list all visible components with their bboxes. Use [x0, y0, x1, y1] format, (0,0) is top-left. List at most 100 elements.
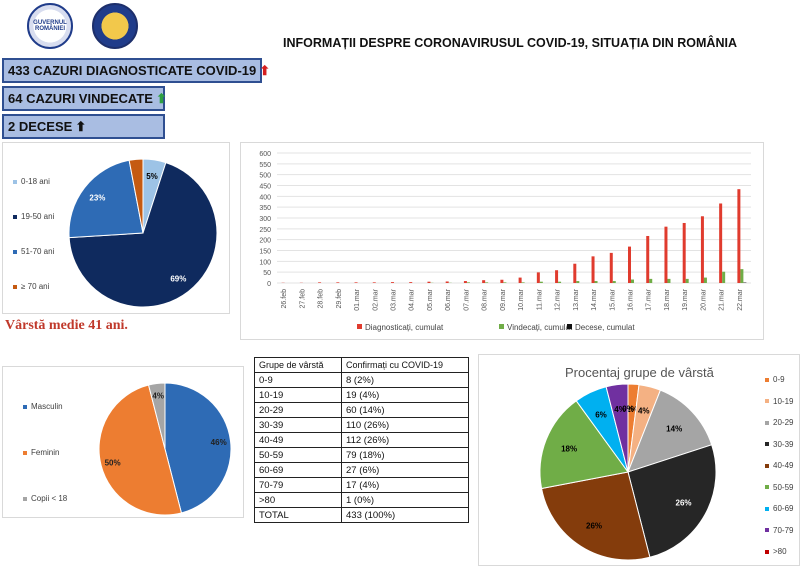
table-cell: 27 (6%)	[341, 462, 469, 478]
y-tick-label: 350	[259, 205, 271, 212]
legend-item: >80	[765, 547, 787, 556]
legend-item: 50-59	[765, 483, 793, 492]
table-header-cell: Grupe de vârstă	[254, 357, 342, 373]
legend-label: 0-9	[773, 375, 785, 384]
legend-swatch	[765, 485, 769, 490]
legend-label: 60-69	[773, 504, 794, 513]
x-tick-label: 06.mar	[445, 288, 452, 310]
table-cell: 60-69	[254, 462, 342, 478]
stat-diagnosed-label: 433 CAZURI DIAGNOSTICATE COVID-19	[8, 63, 257, 78]
pie-label-19-50 ani: 69%	[170, 275, 186, 284]
table-cell: TOTAL	[254, 507, 342, 523]
legend-swatch	[765, 506, 769, 511]
age-percent-pie-chart: 2% 4%14%26%26%18%6%4%0%	[539, 383, 717, 561]
legend-swatch	[13, 179, 17, 184]
pie-label-0-18 ani: 5%	[146, 172, 158, 181]
table-row: 40-49 112 (26%)	[254, 432, 469, 448]
table-cell: 433 (100%)	[341, 507, 469, 523]
bar-Diagnosticați, cumulat-09.mar	[500, 279, 504, 283]
legend-item: ≥ 70 ani	[13, 282, 49, 291]
bar-Vindecați, cumulat-10.mar	[521, 282, 525, 283]
cumulative-cases-bar-chart: 0 50 100 150 200 250 300 350 400 450 500 550 600 26.f…	[259, 151, 751, 332]
bar-Vindecați, cumulat-17.mar	[649, 278, 653, 283]
pie-slice-19-50 ani	[68, 161, 218, 308]
legend-label: >80	[773, 547, 787, 556]
bar-Diagnosticați, cumulat-11.mar	[536, 272, 540, 283]
stat-diagnosed: 433 CAZURI DIAGNOSTICATE COVID-19 ⬆	[2, 58, 270, 83]
y-tick-label: 100	[259, 259, 271, 266]
x-tick-label: 28.feb	[318, 289, 325, 309]
x-tick-label: 29.feb	[336, 289, 343, 309]
arrow-up-black-icon: ⬆	[75, 119, 87, 134]
pie-label-20-29: 14%	[666, 425, 682, 434]
x-tick-label: 10.mar	[518, 288, 525, 310]
x-tick-label: 01.mar	[354, 288, 361, 310]
x-tick-label: 04.mar	[409, 288, 416, 310]
gender-pie-panel: Masculin Feminin Copii < 18 46% 50% 4%	[2, 366, 244, 518]
legend-label: Masculin	[31, 402, 63, 411]
table-cell: 70-79	[254, 477, 342, 493]
y-tick-label: 50	[263, 270, 271, 277]
legend-swatch	[765, 442, 769, 447]
table-cell: 110 (26%)	[341, 417, 469, 433]
y-tick-label: 300	[259, 216, 271, 223]
legend-label: 30-39	[773, 439, 794, 449]
y-tick-label: 450	[259, 184, 271, 191]
legend-swatch	[765, 463, 769, 468]
legend-item: 60-69	[765, 504, 793, 513]
pie-label-51-70 ani: 23%	[89, 194, 105, 203]
legend-item: 40-49	[765, 461, 793, 470]
age-group-table: Grupe de vârstă Confirmați cu COVID-19 0-…	[254, 357, 469, 523]
bar-Vindecați, cumulat-08.mar	[485, 282, 489, 283]
bar-Diagnosticați, cumulat-06.mar	[445, 281, 449, 283]
page-title: INFORMAȚII DESPRE CORONAVIRUSUL COVID-19…	[283, 36, 737, 50]
x-tick-label: 17.mar	[646, 288, 653, 310]
legend-item: 0-9	[765, 375, 785, 384]
stat-recovered: 64 CAZURI VINDECATE ⬆	[2, 86, 167, 111]
legend-label: Feminin	[31, 448, 60, 457]
bar-Diagnosticați, cumulat-15.mar	[609, 252, 613, 283]
table-row: 60-69 27 (6%)	[254, 462, 469, 478]
bar-Vindecați, cumulat-21.mar	[722, 271, 726, 283]
arrow-up-red-icon: ⬆	[259, 63, 271, 78]
bar-Diagnosticați, cumulat-08.mar	[482, 280, 486, 283]
pie-label-40-49: 26%	[586, 521, 602, 530]
bar-Diagnosticați, cumulat-28.feb	[318, 282, 322, 283]
x-tick-label: 14.mar	[591, 288, 598, 310]
table-row: TOTAL 433 (100%)	[254, 507, 469, 523]
legend-item: 20-29	[765, 418, 793, 427]
pie-label-70-79: 4%	[614, 405, 626, 414]
legend-label: 40-49	[773, 461, 794, 470]
pie-label-Copii < 18: 4%	[152, 391, 164, 400]
pie-slice-70-79	[605, 383, 629, 473]
legend-label: 20-29	[773, 418, 794, 427]
table-cell: 8 (2%)	[341, 372, 469, 388]
table-row: 10-19 19 (4%)	[254, 387, 469, 403]
legend-swatch	[567, 324, 572, 329]
coat-of-arms-logo	[92, 3, 138, 49]
x-tick-label: 11.mar	[536, 288, 543, 310]
x-tick-label: 08.mar	[482, 288, 489, 310]
table-cell: 20-29	[254, 402, 342, 418]
bar-Vindecați, cumulat-09.mar	[503, 282, 507, 283]
pie-slice-50-59	[539, 400, 629, 490]
legend-label: 51-70 ani	[21, 247, 55, 256]
legend-swatch	[23, 450, 27, 455]
bar-Vindecați, cumulat-15.mar	[612, 281, 616, 283]
bar-Vindecați, cumulat-12.mar	[558, 281, 562, 283]
x-tick-label: 22.mar	[737, 288, 744, 310]
daily-cases-panel: 0 50 100 150 200 250 300 350 400 450 500 550 600 26.f…	[240, 142, 764, 340]
y-tick-label: 250	[259, 227, 271, 234]
bar-Diagnosticați, cumulat-20.mar	[700, 216, 704, 283]
legend-label: 50-59	[773, 482, 794, 492]
table-cell: 112 (26%)	[341, 432, 469, 448]
bar-Diagnosticați, cumulat-22.mar	[737, 189, 741, 283]
x-tick-label: 26.feb	[281, 289, 288, 309]
x-tick-label: 07.mar	[463, 288, 470, 310]
pie-slice-≥ 70 ani	[128, 158, 144, 234]
bar-Diagnosticați, cumulat-07.mar	[463, 281, 467, 283]
table-cell: 19 (4%)	[341, 387, 469, 403]
legend-swatch	[23, 496, 27, 501]
legend-swatch	[765, 420, 769, 425]
bar-Diagnosticați, cumulat-18.mar	[664, 226, 668, 283]
